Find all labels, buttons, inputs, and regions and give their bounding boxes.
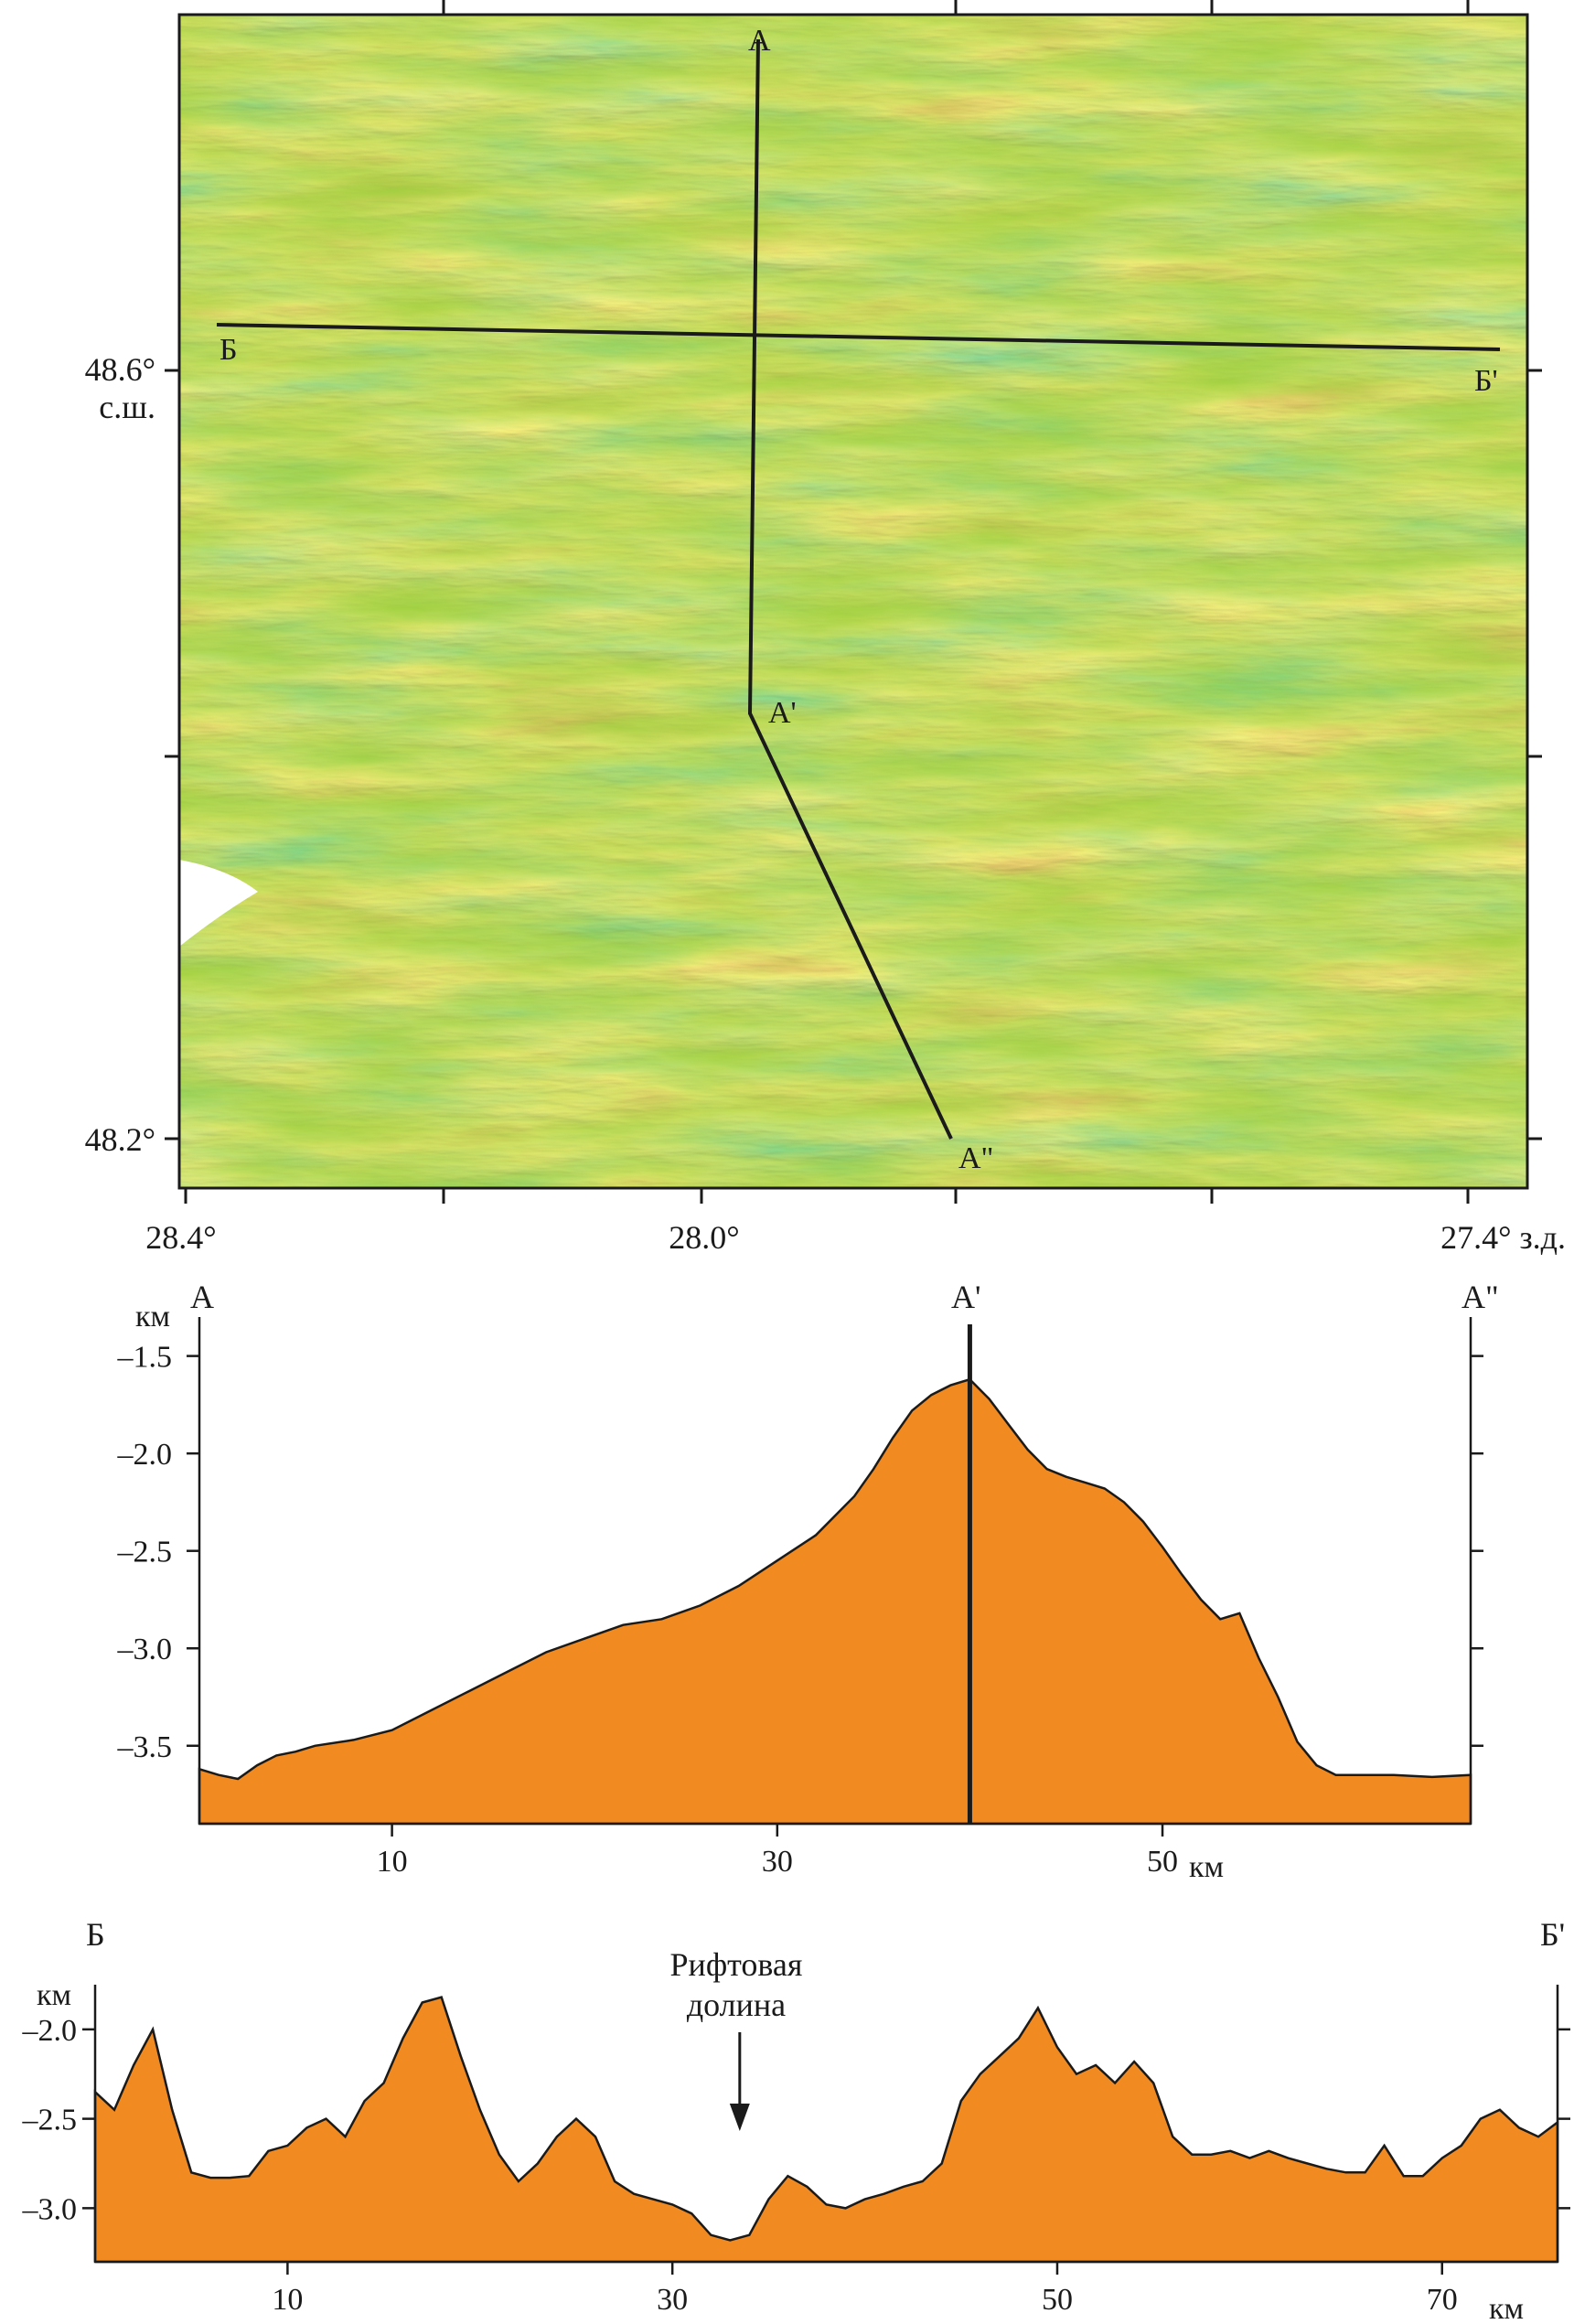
- pb-ytick-label-1: –2.5: [22, 2104, 78, 2137]
- profile-b-area: [93, 1996, 1559, 2264]
- profile-b-y-ticks: –2.0 –2.5 –3.0: [22, 2014, 1570, 2226]
- relief-surface: [179, 15, 1527, 1188]
- rift-valley-label-2: долина: [687, 1987, 786, 2023]
- pa-ytick-label-0: –1.5: [117, 1341, 173, 1375]
- profile-lines: [216, 38, 1501, 1140]
- profile-b-x-ticks: 10 30 50 70: [272, 2262, 1458, 2317]
- map-label-b1: Б': [1474, 364, 1498, 398]
- profile-a-start-label: А: [190, 1279, 214, 1315]
- lat-label-48-6: 48.6°: [85, 351, 155, 388]
- map-label-b: Б: [220, 333, 238, 367]
- map-ticks: [165, 0, 1542, 1204]
- profile-a-area: [198, 1377, 1472, 1826]
- pa-xtick-label-2: 50: [1147, 1845, 1178, 1879]
- pb-ytick-label-0: –2.0: [22, 2014, 78, 2048]
- lat-label-48-2: 48.2°: [85, 1121, 155, 1158]
- pa-ytick-label-2: –2.5: [117, 1536, 173, 1569]
- rift-valley-label-1: Рифтовая: [670, 1946, 803, 1983]
- pa-ytick-label-3: –3.0: [117, 1633, 173, 1666]
- pb-xtick-label-1: 30: [657, 2283, 688, 2317]
- map-label-a1: А': [768, 696, 797, 730]
- profile-a-mid-label: А': [951, 1279, 980, 1315]
- profile-a-y-ticks: –1.5 –2.0 –2.5 –3.0 –3.5: [117, 1341, 1483, 1764]
- pb-ytick-label-2: –3.0: [22, 2192, 78, 2226]
- pb-xtick-label-3: 70: [1427, 2283, 1458, 2317]
- pb-xtick-label-0: 10: [272, 2283, 303, 2317]
- map-label-a2: А": [958, 1141, 993, 1175]
- pa-ytick-label-1: –2.0: [117, 1438, 173, 1472]
- map-label-a: А: [748, 24, 771, 58]
- pb-xtick-label-2: 50: [1042, 2283, 1073, 2317]
- lat-label-north: с.ш.: [99, 389, 155, 425]
- map-frame: [177, 13, 1529, 1190]
- profile-line-a: [747, 38, 953, 1140]
- profile-b-end-label: Б': [1540, 1916, 1565, 1953]
- profile-b-chart: Б Б' км –2.0 –2.5 –3.0 10 30 50 70 км Рифтова…: [22, 1916, 1570, 2324]
- profile-b-y-unit: км: [37, 1978, 71, 2012]
- profile-line-b: [216, 323, 1501, 351]
- profile-a-chart: А А' А" км –1.5 –2.0 –2.5 –3.0 –3.5 10 30 50 к…: [117, 1279, 1499, 1884]
- profile-b-x-unit: км: [1489, 2292, 1524, 2324]
- no-data-patch: [179, 860, 258, 947]
- pa-xtick-label-0: 10: [377, 1845, 408, 1879]
- pa-ytick-label-4: –3.5: [117, 1730, 173, 1764]
- profile-b-start-label: Б: [86, 1916, 105, 1953]
- rift-valley-arrow-head: [729, 2104, 750, 2131]
- bathymetry-map: А А' А" Б Б' 48.6° с.ш. 48.2° 28.4° 28.0…: [85, 0, 1566, 1256]
- pa-xtick-label-1: 30: [762, 1845, 793, 1879]
- lon-label-28-4: 28.4°: [145, 1219, 216, 1256]
- profile-a-end-label: А": [1462, 1279, 1499, 1315]
- profile-a-x-ticks: 10 30 50: [377, 1824, 1178, 1879]
- profile-a-x-unit: км: [1189, 1850, 1224, 1884]
- lon-label-27-4: 27.4° з.д.: [1440, 1219, 1566, 1256]
- lon-label-28-0: 28.0°: [669, 1219, 739, 1256]
- profile-a-y-unit: км: [135, 1300, 170, 1333]
